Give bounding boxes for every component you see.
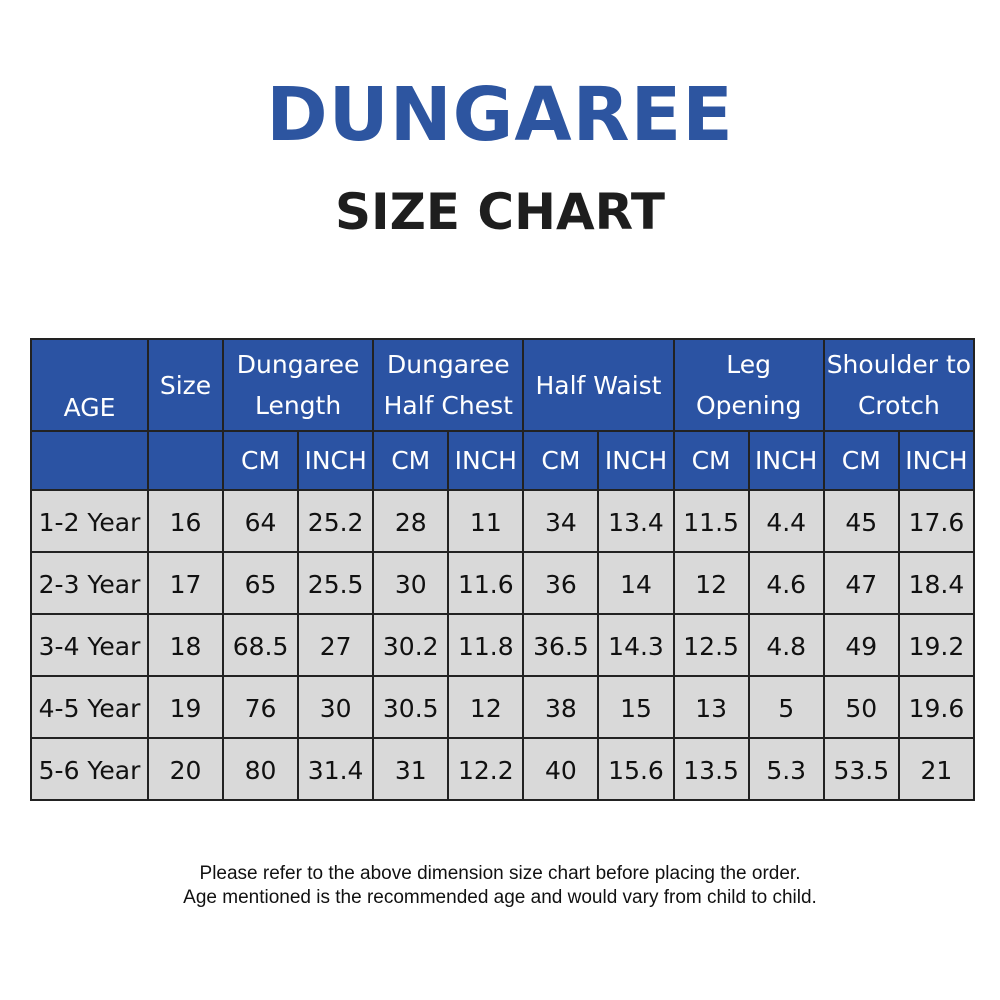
value-cell: 15.6: [597, 737, 675, 801]
value-cell: 11.5: [672, 489, 750, 553]
value-cell: 12.2: [447, 737, 525, 801]
value-cell: 25.2: [297, 489, 375, 553]
value-cell: 34: [522, 489, 600, 553]
data-row: 5-6 Year 20 80 31.4 31 12.2 40 15.6 13.5 5.3 53.5 2…: [30, 737, 976, 801]
group-header: Size: [147, 338, 224, 432]
value-cell: 4.4: [747, 489, 825, 553]
age-cell: 5-6 Year: [30, 737, 149, 801]
data-row: 2-3 Year 17 65 25.5 30 11.6 36 14 12 4.6 47 18.4: [30, 551, 976, 615]
value-cell: 19.6: [897, 675, 976, 739]
value-cell: 27: [297, 613, 375, 677]
header-row: AGE Size Dungaree Length Dungaree Half Ches…: [30, 338, 976, 432]
value-cell: 13.4: [597, 489, 675, 553]
value-cell: 16: [147, 489, 224, 553]
value-cell: 13.5: [672, 737, 750, 801]
unit-header: CM: [672, 430, 750, 491]
group-header: Leg Opening: [672, 338, 825, 432]
data-row: 4-5 Year 19 76 30 30.5 12 38 15 13 5 50 19.6: [30, 675, 976, 739]
value-cell: 4.6: [747, 551, 825, 615]
value-cell: 15: [597, 675, 675, 739]
value-cell: 17: [147, 551, 224, 615]
value-cell: 4.8: [747, 613, 825, 677]
value-cell: 64: [221, 489, 300, 553]
value-cell: 40: [522, 737, 600, 801]
age-cell: 3-4 Year: [30, 613, 149, 677]
group-header: Half Waist: [522, 338, 675, 432]
value-cell: 31.4: [297, 737, 375, 801]
size-table: AGE Size Dungaree Length Dungaree Half Ches…: [30, 338, 976, 801]
value-cell: 68.5: [221, 613, 300, 677]
value-cell: 28: [372, 489, 450, 553]
value-cell: 36.5: [522, 613, 600, 677]
value-cell: 30: [372, 551, 450, 615]
note: Please refer to the above dimension size…: [199, 863, 801, 884]
title: DUNGAREE: [266, 72, 734, 158]
unit-header: INCH: [597, 430, 675, 491]
value-cell: 12: [447, 675, 525, 739]
group-header: Dungaree Length: [221, 338, 375, 432]
age-cell: 4-5 Year: [30, 675, 149, 739]
empty-header: [30, 430, 149, 491]
group-header: AGE: [30, 338, 149, 432]
value-cell: 19.2: [897, 613, 976, 677]
value-cell: 13: [672, 675, 750, 739]
value-cell: 36: [522, 551, 600, 615]
value-cell: 11.8: [447, 613, 525, 677]
value-cell: 12: [672, 551, 750, 615]
value-cell: 50: [822, 675, 900, 739]
unit-header: CM: [372, 430, 450, 491]
unit-row: CM INCH CM INCH CM INCH CM INCH CM INCH: [30, 430, 976, 491]
table-body: AGE Size Dungaree Length Dungaree Half Ches…: [30, 338, 976, 801]
unit-header: CM: [822, 430, 900, 491]
unit-header: CM: [221, 430, 300, 491]
value-cell: 49: [822, 613, 900, 677]
age-cell: 2-3 Year: [30, 551, 149, 615]
value-cell: 76: [221, 675, 300, 739]
value-cell: 47: [822, 551, 900, 615]
value-cell: 30: [297, 675, 375, 739]
value-cell: 80: [221, 737, 300, 801]
group-header: Shoulder to Crotch: [822, 338, 976, 432]
age-cell: 1-2 Year: [30, 489, 149, 553]
value-cell: 21: [897, 737, 976, 801]
value-cell: 14: [597, 551, 675, 615]
unit-header: INCH: [447, 430, 525, 491]
value-cell: 30.2: [372, 613, 450, 677]
value-cell: 65: [221, 551, 300, 615]
subtitle: SIZE CHART: [334, 183, 666, 241]
value-cell: 18.4: [897, 551, 976, 615]
value-cell: 31: [372, 737, 450, 801]
value-cell: 5.3: [747, 737, 825, 801]
unit-header: INCH: [897, 430, 976, 491]
value-cell: 11: [447, 489, 525, 553]
group-header: Dungaree Half Chest: [372, 338, 525, 432]
value-cell: 5: [747, 675, 825, 739]
value-cell: 12.5: [672, 613, 750, 677]
note: Age mentioned is the recommended age and…: [183, 887, 817, 908]
value-cell: 38: [522, 675, 600, 739]
empty-header: [147, 430, 224, 491]
value-cell: 18: [147, 613, 224, 677]
data-row: 3-4 Year 18 68.5 27 30.2 11.8 36.5 14.3 12.5 4.8 4…: [30, 613, 976, 677]
value-cell: 25.5: [297, 551, 375, 615]
value-cell: 20: [147, 737, 224, 801]
data-row: 1-2 Year 16 64 25.2 28 11 34 13.4 11.5 4.4 45 17.6: [30, 489, 976, 553]
unit-header: INCH: [747, 430, 825, 491]
value-cell: 30.5: [372, 675, 450, 739]
value-cell: 11.6: [447, 551, 525, 615]
unit-header: CM: [522, 430, 600, 491]
value-cell: 45: [822, 489, 900, 553]
value-cell: 17.6: [897, 489, 976, 553]
value-cell: 14.3: [597, 613, 675, 677]
value-cell: 53.5: [822, 737, 900, 801]
value-cell: 19: [147, 675, 224, 739]
unit-header: INCH: [297, 430, 375, 491]
